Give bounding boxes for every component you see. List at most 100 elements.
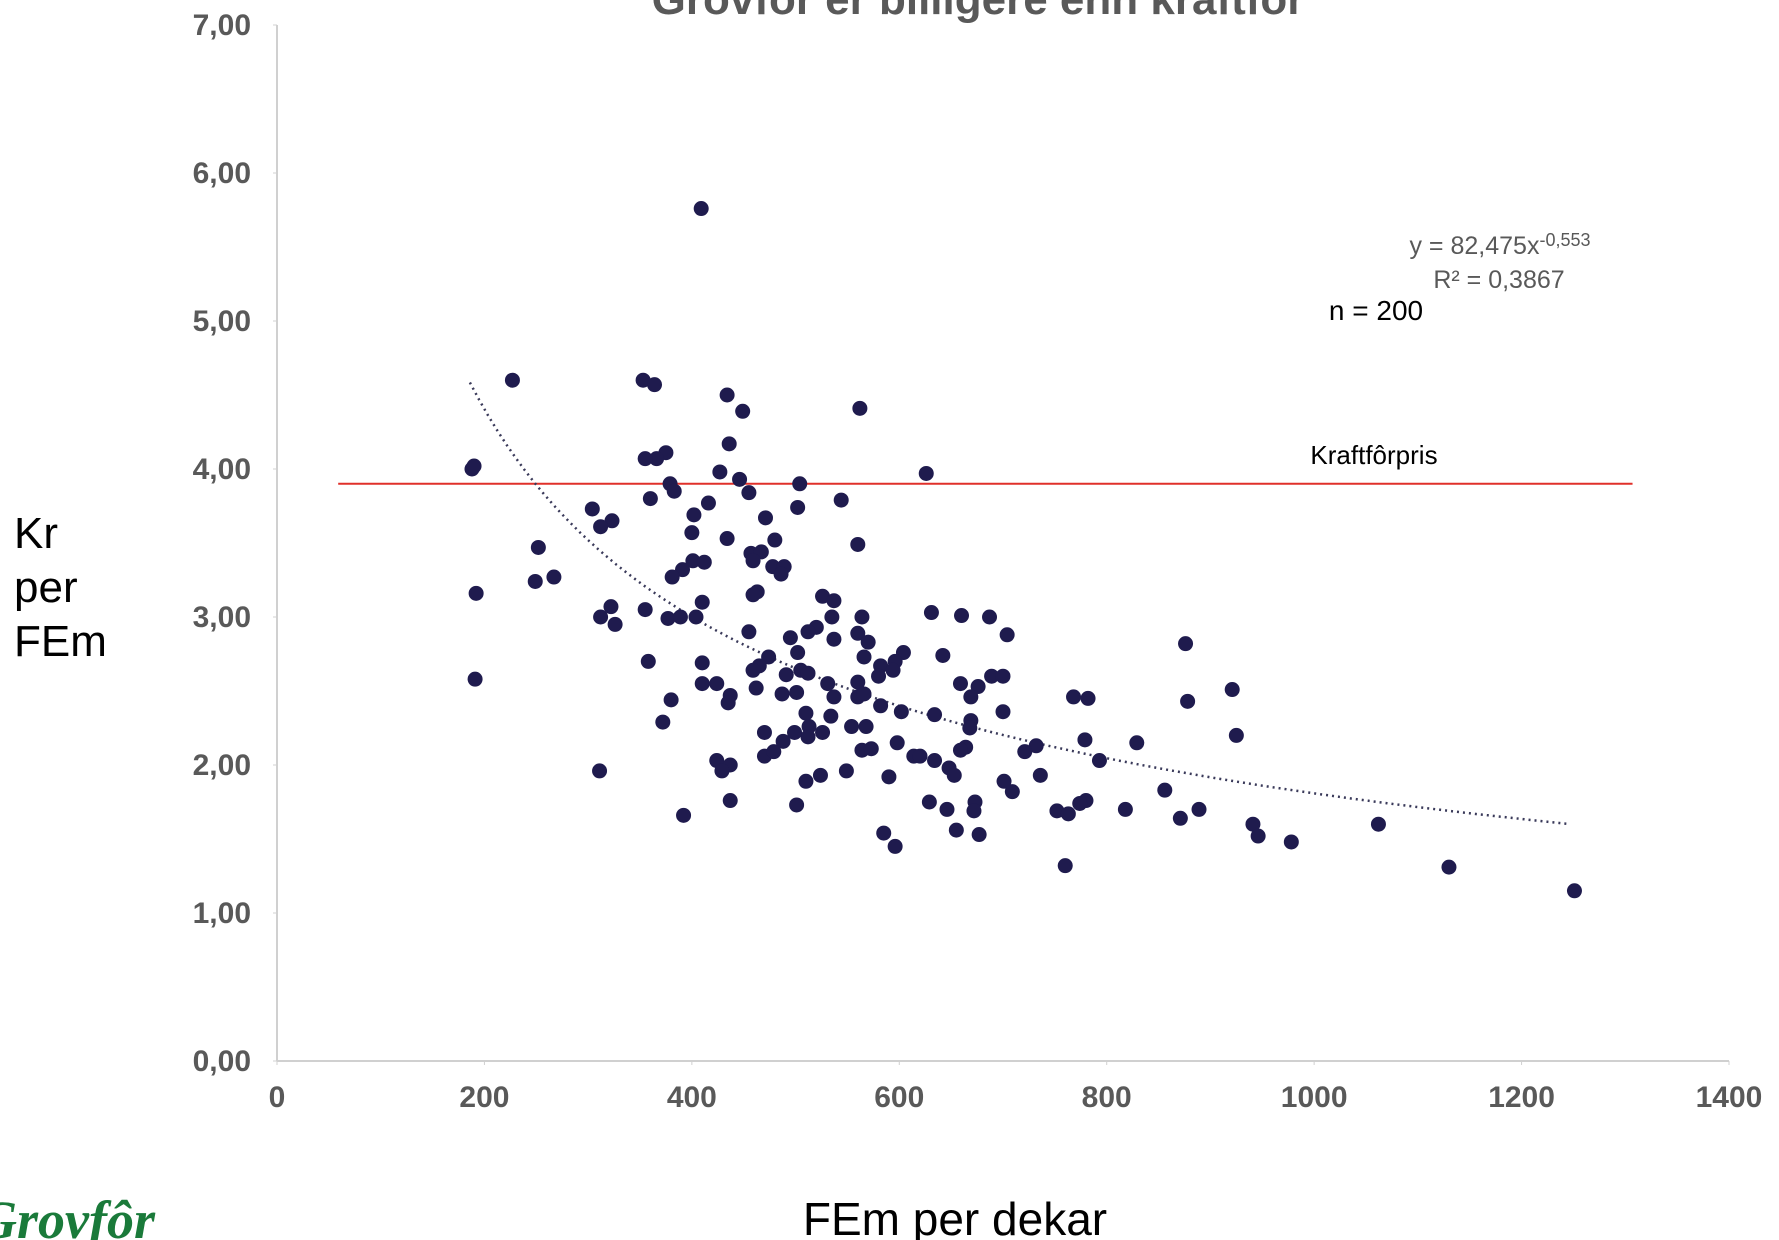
point xyxy=(593,519,609,535)
point xyxy=(700,495,716,511)
point xyxy=(927,753,943,769)
point xyxy=(871,668,887,684)
point xyxy=(637,602,653,618)
point xyxy=(962,720,978,736)
point xyxy=(712,464,728,480)
y-tick-label: 6,00 xyxy=(193,157,251,190)
point xyxy=(1180,693,1196,709)
point xyxy=(719,531,735,547)
point xyxy=(860,634,876,650)
point xyxy=(856,686,872,702)
point xyxy=(995,704,1011,720)
point xyxy=(721,436,737,452)
x-tick-label: 800 xyxy=(1082,1081,1132,1114)
point xyxy=(468,585,484,601)
trendline xyxy=(468,381,1571,826)
point xyxy=(912,748,928,764)
point xyxy=(741,624,757,640)
point xyxy=(745,662,761,678)
point xyxy=(778,667,794,683)
logo: Grovfôr xyxy=(0,1190,156,1240)
point xyxy=(996,773,1012,789)
trend-equation-base: y = 82,475x xyxy=(1409,232,1539,260)
point xyxy=(607,616,623,632)
point xyxy=(826,689,842,705)
point xyxy=(800,729,816,745)
point xyxy=(530,539,546,555)
point xyxy=(1017,744,1033,760)
point xyxy=(720,695,736,711)
x-tick-label: 200 xyxy=(459,1081,509,1114)
point xyxy=(660,610,676,626)
point xyxy=(952,742,968,758)
point xyxy=(1028,738,1044,754)
point xyxy=(1191,801,1207,817)
point xyxy=(820,676,836,692)
point xyxy=(999,627,1015,643)
point xyxy=(604,513,620,529)
point xyxy=(1441,859,1457,875)
point xyxy=(812,767,828,783)
y-tick-label: 2,00 xyxy=(193,749,251,782)
point xyxy=(826,593,842,609)
point xyxy=(593,609,609,625)
point xyxy=(782,630,798,646)
point xyxy=(1066,689,1082,705)
point xyxy=(527,573,543,589)
point xyxy=(935,647,951,663)
point xyxy=(745,587,761,603)
y-axis-label: per xyxy=(14,563,78,612)
point xyxy=(873,698,889,714)
reference-label: Kraftfôrpris xyxy=(1310,440,1437,470)
point xyxy=(850,536,866,552)
point xyxy=(741,485,757,501)
point xyxy=(833,492,849,508)
point xyxy=(676,807,692,823)
point xyxy=(722,793,738,809)
point xyxy=(858,719,874,735)
point xyxy=(854,609,870,625)
point xyxy=(971,827,987,843)
point xyxy=(863,741,879,757)
point xyxy=(664,569,680,585)
point xyxy=(1283,834,1299,850)
point xyxy=(1032,767,1048,783)
point xyxy=(939,801,955,817)
point xyxy=(686,507,702,523)
point xyxy=(789,684,805,700)
y-tick-label: 1,00 xyxy=(193,897,251,930)
point xyxy=(684,525,700,541)
point xyxy=(1250,828,1266,844)
point xyxy=(1228,727,1244,743)
point xyxy=(675,562,691,578)
point xyxy=(1080,690,1096,706)
point xyxy=(1077,732,1093,748)
point xyxy=(1049,803,1065,819)
point xyxy=(798,705,814,721)
point xyxy=(466,458,482,474)
point xyxy=(655,714,671,730)
y-axis-label: Kr xyxy=(14,509,58,558)
point xyxy=(694,676,710,692)
trend-r2: R² = 0,3867 xyxy=(1433,266,1564,294)
x-tick-label: 0 xyxy=(269,1081,286,1114)
point xyxy=(982,609,998,625)
point xyxy=(889,735,905,751)
point xyxy=(688,609,704,625)
point xyxy=(1566,883,1582,899)
point xyxy=(1072,795,1088,811)
point xyxy=(921,794,937,810)
point xyxy=(948,822,964,838)
point xyxy=(719,387,735,403)
y-tick-label: 4,00 xyxy=(193,453,251,486)
point xyxy=(850,674,866,690)
point xyxy=(1172,810,1188,826)
point xyxy=(800,665,816,681)
n-label: n = 200 xyxy=(1329,295,1423,326)
point xyxy=(696,554,712,570)
point xyxy=(826,631,842,647)
point xyxy=(923,605,939,621)
point xyxy=(876,825,892,841)
point xyxy=(663,692,679,708)
